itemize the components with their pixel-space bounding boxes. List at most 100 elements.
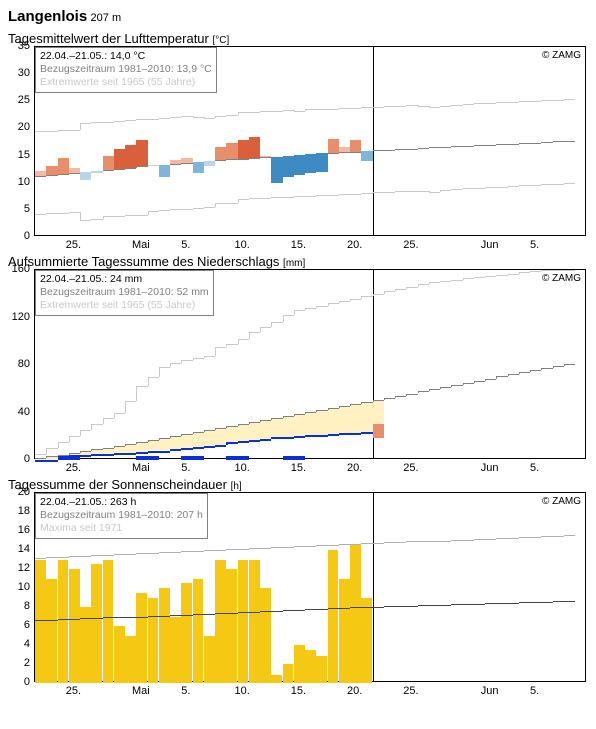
x-tick-label: Jun [481,462,499,474]
step-line [395,542,406,543]
step-line [114,216,125,217]
step-line [91,219,102,220]
step-line [474,604,485,605]
chart-unit: [mm] [283,258,305,269]
anomaly-bar [328,139,339,153]
anomaly-bar [114,149,125,169]
step-line [384,150,395,151]
step-line [429,605,440,606]
step-line [361,543,372,544]
step-line [350,152,361,153]
step-line [451,540,462,541]
step-line [170,436,181,437]
anomaly-bar [170,160,181,164]
rain-day-marker [148,456,159,460]
y-tick-label: 15 [18,149,30,161]
step-line [485,603,496,604]
step-line [350,108,361,109]
step-line [271,111,282,112]
info-line-3: Maxima seit 1971 [40,522,203,535]
plot-area: 22.04.–21.05.: 24 mmBezugszeitraum 1981–… [34,269,586,459]
sunshine-bar [58,560,69,684]
step-line [474,188,485,189]
step-line [328,608,339,609]
step-line [35,558,46,559]
step-line [328,153,339,154]
step-line [181,448,192,450]
sunshine-bar [249,560,260,684]
step-line [204,430,215,431]
step-line [114,169,125,170]
step-line [418,541,429,542]
anomaly-bar [283,156,294,178]
sunshine-bar [159,588,170,683]
step-line [305,435,316,437]
step-line [305,546,316,547]
rain-day-marker [181,456,192,460]
step-line [496,538,507,539]
step-line [148,211,159,212]
step-line [294,111,305,112]
step-line [508,603,519,604]
y-tick-label: 10 [18,581,30,593]
step-line [429,541,440,542]
step-line [103,555,114,556]
step-line [260,420,271,421]
x-tick-label: Jun [481,239,499,251]
y-tick-label: 16 [18,524,30,536]
step-line [283,315,294,316]
anomaly-bar [339,147,350,152]
step-line [226,426,237,427]
sunshine-bar [181,583,192,683]
step-line [463,383,474,384]
step-line [451,385,462,386]
step-line [193,117,204,118]
step-line [350,433,361,435]
x-tick-label: 25. [403,685,418,697]
step-line [238,199,249,200]
step-line [328,408,339,409]
step-line [238,159,249,160]
step-line [316,195,327,196]
step-line [260,198,271,199]
rain-day-marker [58,456,69,460]
step-line [283,197,294,198]
step-line [418,106,429,107]
step-line [91,449,102,450]
chart-sunshine: Tagessumme der Sonnenscheindauer [h]0246… [8,477,588,682]
sunshine-bar [271,675,282,683]
step-line [294,436,305,438]
step-line [125,120,136,121]
step-line [249,422,260,423]
anomaly-bar [361,151,372,161]
step-line [170,209,181,210]
step-line [114,446,125,447]
step-line [215,160,226,161]
step-line [125,453,136,455]
step-line [35,460,46,462]
precip-end-marker [373,424,384,437]
step-line [193,208,204,209]
step-line [530,101,541,102]
step-line [485,103,496,104]
precip-fill [148,440,160,450]
step-line [564,99,575,100]
step-line [103,216,114,217]
step-line [541,368,552,369]
step-line [339,301,350,302]
rain-day-marker [294,456,305,460]
sunshine-bar [114,626,125,683]
step-line [238,441,249,443]
step-line [406,394,417,395]
chart-title: Tagesmittelwert der Lufttemperatur [°C] [8,31,588,46]
step-line [148,119,159,120]
step-line [69,212,80,213]
info-line-2: Bezugszeitraum 1981–2010: 207 h [40,509,203,522]
x-tick-label: 5. [181,239,190,251]
step-line [249,548,260,549]
step-line [530,143,541,144]
precip-fill [339,406,351,433]
step-line [316,545,327,546]
info-box: 22.04.–21.05.: 24 mmBezugszeitraum 1981–… [35,270,214,316]
step-line [103,448,114,449]
